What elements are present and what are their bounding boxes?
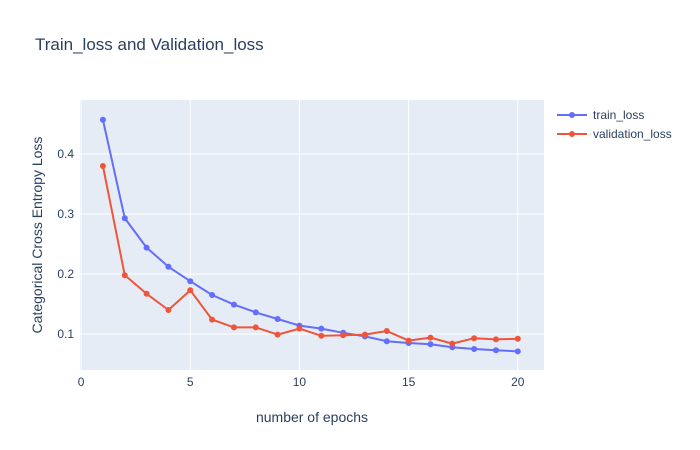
legend-label: validation_loss — [593, 127, 672, 141]
data-point — [340, 332, 347, 339]
data-point — [252, 324, 259, 331]
data-point — [230, 324, 237, 331]
data-point — [492, 336, 499, 343]
data-point — [274, 331, 281, 338]
data-point — [471, 346, 478, 352]
data-point — [187, 278, 194, 285]
series-layer — [99, 116, 521, 355]
data-point — [492, 347, 499, 354]
data-point — [296, 325, 303, 332]
data-point — [252, 309, 259, 316]
data-point — [230, 301, 237, 308]
data-point — [165, 307, 172, 313]
data-point — [209, 292, 216, 298]
data-point — [143, 244, 150, 251]
data-point — [405, 337, 412, 344]
chart-title: Train_loss and Validation_loss — [35, 35, 264, 54]
x-tick-label: 20 — [511, 375, 525, 389]
data-point — [427, 334, 434, 341]
legend-swatch-marker — [569, 112, 575, 118]
series-line — [101, 119, 518, 353]
data-point — [209, 316, 216, 323]
grid-layer — [80, 100, 544, 370]
data-point — [187, 287, 194, 294]
tick-layer: 0 5 10 15 20 0.1 0.2 0.3 0.4 — [57, 147, 524, 389]
data-point — [121, 215, 128, 222]
data-point — [143, 290, 150, 297]
data-point — [514, 335, 521, 342]
series-line — [101, 165, 518, 345]
legend[interactable]: train_loss validation_loss — [557, 108, 672, 141]
data-point — [361, 331, 368, 338]
data-point — [383, 338, 390, 345]
y-tick-label: 0.2 — [57, 267, 74, 281]
plot-background — [80, 100, 544, 370]
data-point — [318, 332, 325, 339]
x-axis-title: number of epochs — [256, 409, 368, 425]
legend-label: train_loss — [593, 108, 644, 122]
data-point — [427, 341, 434, 348]
data-point — [274, 316, 281, 322]
data-point — [514, 348, 521, 355]
y-axis-title: Categorical Cross Entropy Loss — [29, 137, 45, 334]
x-tick-label: 10 — [293, 375, 307, 389]
data-point — [383, 328, 390, 334]
y-tick-label: 0.3 — [57, 207, 74, 221]
data-point — [449, 340, 456, 347]
y-tick-label: 0.1 — [57, 327, 74, 341]
series-validation-loss — [99, 163, 521, 347]
y-tick-label: 0.4 — [57, 147, 74, 161]
x-tick-label: 5 — [187, 375, 194, 389]
data-point — [165, 263, 172, 270]
data-point — [121, 272, 128, 279]
legend-item-train-loss[interactable]: train_loss — [557, 108, 644, 122]
x-tick-label: 0 — [78, 375, 85, 389]
data-point — [99, 116, 106, 123]
x-tick-label: 15 — [402, 375, 416, 389]
data-point — [99, 163, 106, 169]
data-point — [471, 335, 478, 342]
legend-swatch-marker — [569, 131, 575, 137]
data-point — [318, 325, 325, 332]
legend-item-validation-loss[interactable]: validation_loss — [557, 127, 672, 141]
